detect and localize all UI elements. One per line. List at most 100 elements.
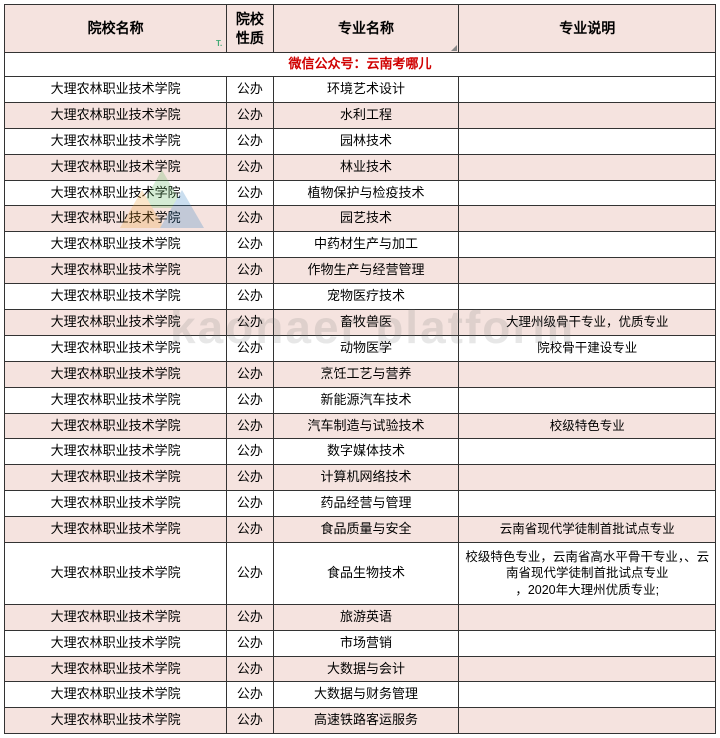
cell-nature: 公办: [227, 543, 273, 605]
cell-nature: 公办: [227, 439, 273, 465]
table-row: 大理农林职业技术学院公办水利工程: [5, 102, 716, 128]
cell-school: 大理农林职业技术学院: [5, 232, 227, 258]
table-row: 大理农林职业技术学院公办中药材生产与加工: [5, 232, 716, 258]
cell-school: 大理农林职业技术学院: [5, 413, 227, 439]
cell-nature: 公办: [227, 656, 273, 682]
cell-note: 院校骨干建设专业: [459, 335, 716, 361]
cell-major: 新能源汽车技术: [273, 387, 459, 413]
cell-note: [459, 439, 716, 465]
table-row: 大理农林职业技术学院公办食品质量与安全云南省现代学徒制首批试点专业: [5, 517, 716, 543]
cell-nature: 公办: [227, 413, 273, 439]
cell-note: [459, 206, 716, 232]
cell-nature: 公办: [227, 284, 273, 310]
cell-school: 大理农林职业技术学院: [5, 517, 227, 543]
table-row: 大理农林职业技术学院公办汽车制造与试验技术校级特色专业: [5, 413, 716, 439]
cell-note: [459, 154, 716, 180]
cell-nature: 公办: [227, 77, 273, 103]
cell-note: 大理州级骨干专业，优质专业: [459, 310, 716, 336]
banner-text: 微信公众号：云南考哪儿: [5, 53, 716, 77]
dropdown-icon: [451, 45, 457, 51]
table-header-row: 院校名称 T. 院校性质 专业名称 专业说明: [5, 5, 716, 53]
cell-school: 大理农林职业技术学院: [5, 258, 227, 284]
cell-note: [459, 656, 716, 682]
cell-note: [459, 361, 716, 387]
cell-nature: 公办: [227, 682, 273, 708]
cell-major: 中药材生产与加工: [273, 232, 459, 258]
cell-nature: 公办: [227, 258, 273, 284]
cell-school: 大理农林职业技术学院: [5, 310, 227, 336]
col-header-school: 院校名称 T.: [5, 5, 227, 53]
cell-school: 大理农林职业技术学院: [5, 543, 227, 605]
cell-major: 数字媒体技术: [273, 439, 459, 465]
table-row: 大理农林职业技术学院公办园林技术: [5, 128, 716, 154]
table-row: 大理农林职业技术学院公办园艺技术: [5, 206, 716, 232]
cell-school: 大理农林职业技术学院: [5, 630, 227, 656]
cell-school: 大理农林职业技术学院: [5, 361, 227, 387]
cell-nature: 公办: [227, 154, 273, 180]
corner-marker-icon: T.: [214, 40, 224, 50]
cell-nature: 公办: [227, 491, 273, 517]
table-row: 大理农林职业技术学院公办林业技术: [5, 154, 716, 180]
cell-note: 校级特色专业，云南省高水平骨干专业，、云南省现代学徒制首批试点专业，2020年大…: [459, 543, 716, 605]
cell-major: 水利工程: [273, 102, 459, 128]
cell-major: 高速铁路客运服务: [273, 708, 459, 734]
cell-school: 大理农林职业技术学院: [5, 491, 227, 517]
cell-school: 大理农林职业技术学院: [5, 682, 227, 708]
cell-note: [459, 128, 716, 154]
cell-major: 旅游英语: [273, 604, 459, 630]
cell-major: 园林技术: [273, 128, 459, 154]
cell-major: 林业技术: [273, 154, 459, 180]
table-row: 大理农林职业技术学院公办环境艺术设计: [5, 77, 716, 103]
cell-school: 大理农林职业技术学院: [5, 77, 227, 103]
table-row: 大理农林职业技术学院公办食品生物技术校级特色专业，云南省高水平骨干专业，、云南省…: [5, 543, 716, 605]
cell-major: 大数据与财务管理: [273, 682, 459, 708]
cell-major: 大数据与会计: [273, 656, 459, 682]
table-row: 大理农林职业技术学院公办新能源汽车技术: [5, 387, 716, 413]
cell-major: 园艺技术: [273, 206, 459, 232]
cell-school: 大理农林职业技术学院: [5, 604, 227, 630]
cell-school: 大理农林职业技术学院: [5, 206, 227, 232]
cell-school: 大理农林职业技术学院: [5, 180, 227, 206]
cell-nature: 公办: [227, 361, 273, 387]
cell-major: 汽车制造与试验技术: [273, 413, 459, 439]
cell-note: [459, 682, 716, 708]
table-row: 大理农林职业技术学院公办动物医学院校骨干建设专业: [5, 335, 716, 361]
table-row: 大理农林职业技术学院公办植物保护与检疫技术: [5, 180, 716, 206]
majors-table: 院校名称 T. 院校性质 专业名称 专业说明 微信公众号：云南考哪儿大理农林职业…: [4, 4, 716, 734]
cell-note: [459, 387, 716, 413]
cell-nature: 公办: [227, 102, 273, 128]
cell-major: 计算机网络技术: [273, 465, 459, 491]
table-row: 大理农林职业技术学院公办烹饪工艺与营养: [5, 361, 716, 387]
banner-row: 微信公众号：云南考哪儿: [5, 53, 716, 77]
table-row: 大理农林职业技术学院公办宠物医疗技术: [5, 284, 716, 310]
cell-major: 环境艺术设计: [273, 77, 459, 103]
cell-nature: 公办: [227, 232, 273, 258]
cell-major: 作物生产与经营管理: [273, 258, 459, 284]
table-row: 大理农林职业技术学院公办作物生产与经营管理: [5, 258, 716, 284]
cell-school: 大理农林职业技术学院: [5, 708, 227, 734]
cell-note: [459, 491, 716, 517]
cell-major: 畜牧兽医: [273, 310, 459, 336]
table-row: 大理农林职业技术学院公办大数据与财务管理: [5, 682, 716, 708]
cell-major: 宠物医疗技术: [273, 284, 459, 310]
cell-major: 烹饪工艺与营养: [273, 361, 459, 387]
cell-note: [459, 708, 716, 734]
cell-school: 大理农林职业技术学院: [5, 439, 227, 465]
table-row: 大理农林职业技术学院公办药品经营与管理: [5, 491, 716, 517]
cell-school: 大理农林职业技术学院: [5, 128, 227, 154]
table-row: 大理农林职业技术学院公办数字媒体技术: [5, 439, 716, 465]
cell-school: 大理农林职业技术学院: [5, 102, 227, 128]
cell-major: 植物保护与检疫技术: [273, 180, 459, 206]
cell-nature: 公办: [227, 630, 273, 656]
table-row: 大理农林职业技术学院公办高速铁路客运服务: [5, 708, 716, 734]
cell-note: [459, 102, 716, 128]
cell-school: 大理农林职业技术学院: [5, 335, 227, 361]
cell-note: 云南省现代学徒制首批试点专业: [459, 517, 716, 543]
cell-major: 市场营销: [273, 630, 459, 656]
cell-note: [459, 604, 716, 630]
cell-major: 药品经营与管理: [273, 491, 459, 517]
cell-school: 大理农林职业技术学院: [5, 154, 227, 180]
cell-note: [459, 232, 716, 258]
col-header-note: 专业说明: [459, 5, 716, 53]
cell-note: [459, 258, 716, 284]
